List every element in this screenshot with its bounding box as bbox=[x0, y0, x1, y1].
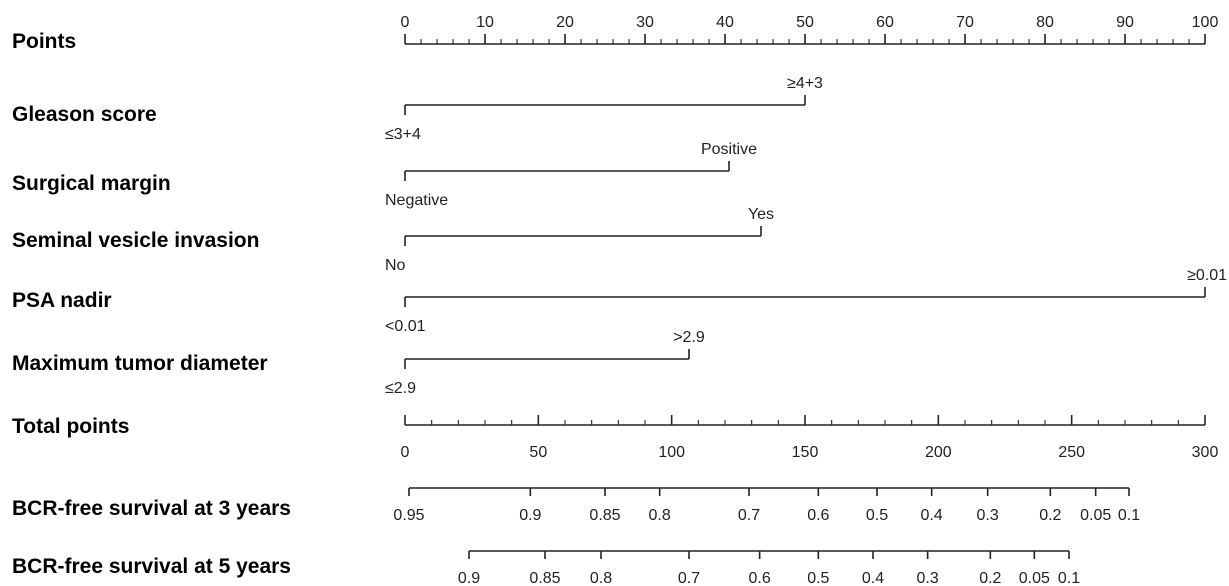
predictor-level-label: Positive bbox=[701, 141, 757, 158]
survival-tick-label: 0.4 bbox=[862, 570, 884, 586]
points-tick-label: 40 bbox=[716, 14, 734, 31]
survival-tick-label: 0.2 bbox=[979, 570, 1001, 586]
survival-tick-label: 0.9 bbox=[458, 570, 480, 586]
total-tick-label: 0 bbox=[401, 444, 410, 461]
row-label: BCR-free survival at 3 years bbox=[12, 497, 291, 520]
survival-tick-label: 0.6 bbox=[749, 570, 771, 586]
row-label: Maximum tumor diameter bbox=[12, 352, 268, 375]
row-label: Surgical margin bbox=[12, 172, 171, 195]
points-tick-label: 20 bbox=[556, 14, 574, 31]
survival-tick-label: 0.1 bbox=[1118, 507, 1140, 524]
points-tick-label: 50 bbox=[796, 14, 814, 31]
survival-tick-label: 0.7 bbox=[738, 507, 760, 524]
total-tick-label: 50 bbox=[529, 444, 547, 461]
predictor-level-label: >2.9 bbox=[673, 329, 705, 346]
nomogram-row bbox=[404, 161, 730, 181]
predictor-level-label: No bbox=[385, 257, 406, 274]
nomogram-row bbox=[404, 415, 1206, 426]
total-tick-label: 250 bbox=[1058, 444, 1085, 461]
row-label: Seminal vesicle invasion bbox=[12, 229, 259, 252]
total-tick-label: 150 bbox=[792, 444, 819, 461]
survival-tick-label: 0.7 bbox=[678, 570, 700, 586]
nomogram-row bbox=[404, 95, 806, 115]
survival-tick-label: 0.05 bbox=[1080, 507, 1111, 524]
points-tick-label: 0 bbox=[401, 14, 410, 31]
survival-tick-label: 0.8 bbox=[590, 570, 612, 586]
survival-tick-label: 0.1 bbox=[1058, 570, 1080, 586]
total-tick-label: 200 bbox=[925, 444, 952, 461]
survival-tick-label: 0.05 bbox=[1019, 570, 1050, 586]
survival-tick-label: 0.8 bbox=[649, 507, 671, 524]
row-label: Points bbox=[12, 30, 76, 53]
survival-tick-label: 0.3 bbox=[977, 507, 999, 524]
survival-tick-label: 0.4 bbox=[921, 507, 943, 524]
survival-tick-label: 0.5 bbox=[807, 570, 829, 586]
row-label: PSA nadir bbox=[12, 289, 112, 312]
row-label: Gleason score bbox=[12, 103, 157, 126]
total-tick-label: 100 bbox=[658, 444, 685, 461]
predictor-level-label: <0.01 bbox=[385, 318, 426, 335]
survival-tick-label: 0.2 bbox=[1039, 507, 1061, 524]
survival-tick-label: 0.85 bbox=[589, 507, 620, 524]
nomogram-row bbox=[404, 34, 1206, 45]
survival-tick-label: 0.6 bbox=[807, 507, 829, 524]
survival-tick-label: 0.85 bbox=[529, 570, 560, 586]
points-tick-label: 80 bbox=[1036, 14, 1054, 31]
points-tick-label: 30 bbox=[636, 14, 654, 31]
survival-tick-label: 0.5 bbox=[866, 507, 888, 524]
nomogram-row bbox=[408, 487, 1130, 496]
survival-tick-label: 0.3 bbox=[917, 570, 939, 586]
predictor-level-label: ≤3+4 bbox=[385, 126, 421, 143]
row-label: Total points bbox=[12, 415, 129, 438]
total-tick-label: 300 bbox=[1192, 444, 1219, 461]
predictor-level-label: Yes bbox=[748, 206, 774, 223]
nomogram-row bbox=[404, 226, 762, 246]
row-label: BCR-free survival at 5 years bbox=[12, 555, 291, 578]
survival-tick-label: 0.9 bbox=[519, 507, 541, 524]
nomogram-row bbox=[468, 550, 1070, 559]
predictor-level-label: ≥4+3 bbox=[787, 75, 823, 92]
points-tick-label: 60 bbox=[876, 14, 894, 31]
survival-tick-label: 0.95 bbox=[393, 507, 424, 524]
points-tick-label: 90 bbox=[1116, 14, 1134, 31]
points-tick-label: 100 bbox=[1192, 14, 1219, 31]
predictor-level-label: ≤2.9 bbox=[385, 380, 416, 397]
nomogram-row bbox=[404, 349, 690, 369]
nomogram-row bbox=[404, 287, 1206, 307]
points-tick-label: 10 bbox=[476, 14, 494, 31]
predictor-level-label: Negative bbox=[385, 192, 448, 209]
points-tick-label: 70 bbox=[956, 14, 974, 31]
predictor-level-label: ≥0.01 bbox=[1187, 267, 1227, 284]
